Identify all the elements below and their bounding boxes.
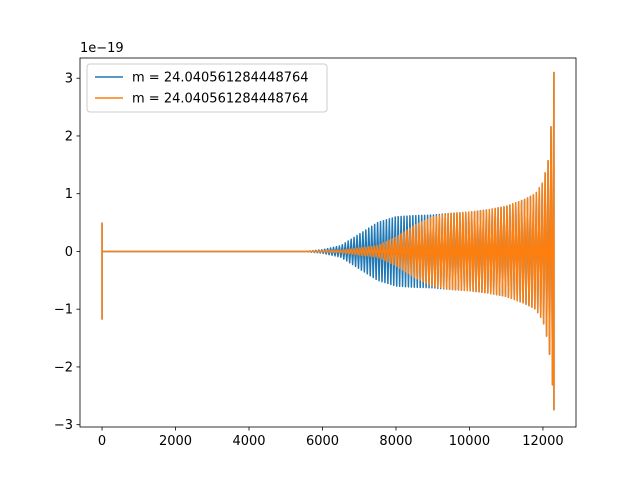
- x-tick-label: 2000: [159, 434, 192, 449]
- x-tick-label: 6000: [306, 434, 339, 449]
- series-line-2: [101, 71, 555, 411]
- legend-label-1: m = 24.040561284448764: [132, 71, 309, 86]
- y-tick-label: −3: [54, 418, 73, 433]
- y-tick-label: −2: [54, 360, 73, 375]
- y-tick-label: 2: [65, 129, 73, 144]
- x-tick-label: 8000: [379, 434, 412, 449]
- plot-area: [101, 71, 555, 411]
- y-tick-label: 1: [65, 187, 73, 202]
- legend-label-2: m = 24.040561284448764: [132, 92, 309, 107]
- x-tick-label: 10000: [449, 434, 490, 449]
- axes: 0 2000 4000 6000 8000 10000 12000 −3 −2 −1 0 1 2 3: [54, 57, 577, 449]
- y-tick-label: −1: [54, 303, 73, 318]
- x-tick-label: 4000: [232, 434, 265, 449]
- legend: m = 24.040561284448764 m = 24.04056128444…: [86, 63, 328, 113]
- x-tick-label: 0: [98, 434, 106, 449]
- legend-frame: [86, 63, 328, 113]
- y-tick-label: 3: [65, 72, 73, 87]
- y-tick-label: 0: [65, 245, 73, 260]
- axes-frame: [79, 57, 577, 428]
- y-offset-text: 1e−19: [80, 41, 124, 56]
- x-tick-label: 12000: [522, 434, 563, 449]
